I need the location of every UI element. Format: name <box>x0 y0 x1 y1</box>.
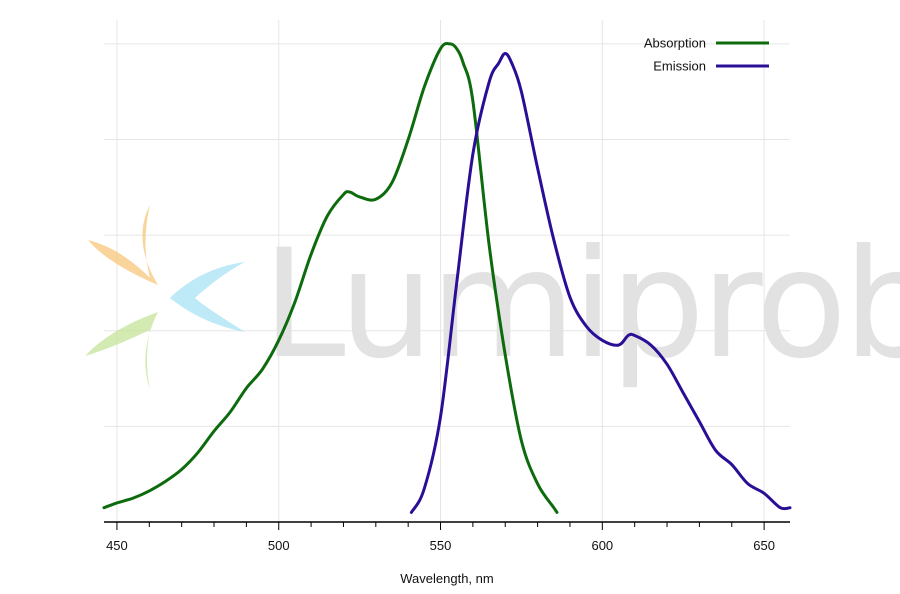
x-axis-title: Wavelength, nm <box>400 571 493 586</box>
series-line-absorption <box>102 42 559 514</box>
legend-label-absorption: Absorption <box>644 36 706 51</box>
x-tick-label: 550 <box>430 538 452 553</box>
series-line-emission <box>409 52 792 514</box>
lumiprobe-watermark: Lumiprobe <box>85 205 900 392</box>
lumiprobe-logo-icon <box>85 205 245 390</box>
legend: Absorption Emission <box>644 36 769 74</box>
watermark-text: Lumiprobe <box>262 218 900 392</box>
x-axis: 450 500 550 600 650 <box>104 521 790 553</box>
series-layer <box>102 42 792 514</box>
logo-petal-blue <box>170 262 245 332</box>
x-tick-label: 450 <box>106 538 128 553</box>
logo-petal-green <box>85 312 158 390</box>
x-tick-label: 650 <box>753 538 775 553</box>
logo-petal-orange <box>88 205 158 285</box>
x-tick-label: 600 <box>591 538 613 553</box>
x-tick-label: 500 <box>268 538 290 553</box>
legend-label-emission: Emission <box>653 59 706 74</box>
